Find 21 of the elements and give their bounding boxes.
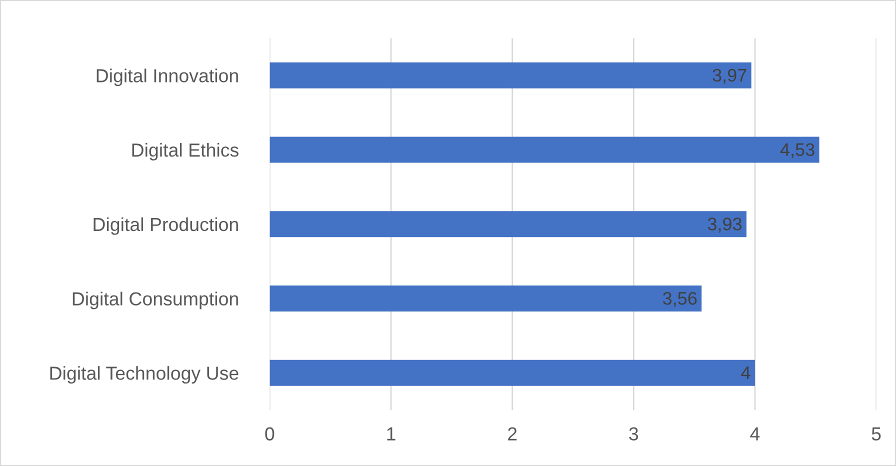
bar (270, 360, 755, 386)
data-label: 3,93 (708, 218, 742, 233)
y-tick-label: Digital Technology Use (50, 366, 238, 384)
bar (270, 211, 746, 238)
data-label: 4 (741, 366, 750, 379)
bar (270, 286, 702, 312)
x-tick-label: 1 (387, 427, 396, 440)
bar (270, 62, 752, 88)
y-tick-label: Digital Innovation (96, 68, 238, 86)
x-tick-label: 5 (872, 427, 881, 441)
bar (270, 136, 820, 163)
data-label: 4,53 (780, 143, 814, 158)
y-tick-label: Digital Ethics (132, 142, 238, 160)
x-tick-label: 4 (750, 427, 760, 440)
data-label: 3,97 (712, 68, 746, 84)
data-label: 3,56 (662, 292, 697, 307)
x-tick-label: 0 (265, 427, 274, 441)
y-tick-label: Digital Production (94, 217, 238, 235)
x-tick-label: 3 (629, 427, 638, 441)
x-tick-label: 2 (508, 427, 517, 440)
y-tick-label: Digital Consumption (72, 292, 238, 310)
